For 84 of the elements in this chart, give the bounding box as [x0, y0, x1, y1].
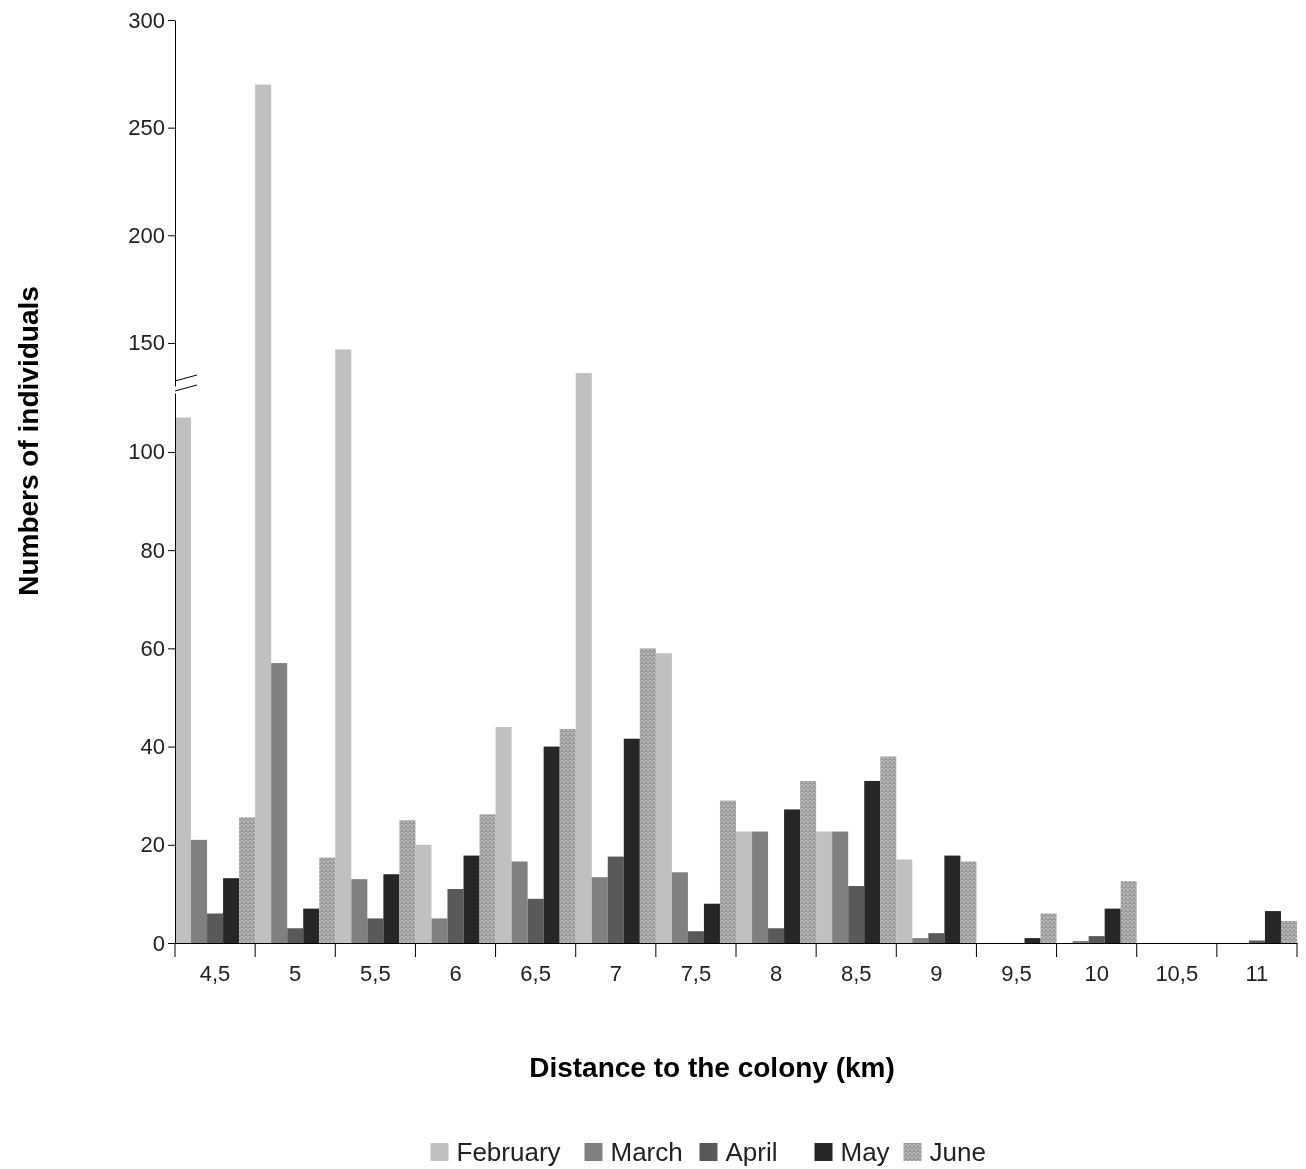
bar [816, 831, 833, 943]
bar [367, 918, 384, 943]
bar [1264, 911, 1281, 943]
legend-label: March [610, 1137, 683, 1167]
x-tick-label: 4,5 [199, 961, 231, 987]
bar [864, 780, 881, 943]
bar [1088, 936, 1105, 943]
x-tick-label: 8 [769, 961, 783, 987]
x-tick-label: 10 [1084, 961, 1109, 987]
legend-label: June [929, 1137, 986, 1167]
y-tick-label: 0 [152, 930, 165, 956]
bar [223, 878, 240, 943]
bar [383, 874, 400, 943]
y-tick-label: 200 [128, 222, 165, 248]
legend-label: May [840, 1137, 890, 1167]
bar [271, 663, 288, 943]
bar [607, 856, 624, 943]
bar [207, 913, 224, 943]
bar [752, 831, 769, 943]
bar [463, 855, 480, 943]
y-tick-label: 80 [140, 537, 165, 563]
bar [671, 872, 688, 943]
x-tick-label: 6,5 [520, 961, 551, 987]
y-axis-title: Numbers of individuals [13, 286, 44, 596]
x-tick-label: 5 [289, 961, 302, 987]
x-axis-title: Distance to the colony (km) [529, 1052, 895, 1083]
y-tick-label: 60 [140, 635, 165, 661]
bar [623, 738, 640, 943]
bar [1104, 908, 1121, 943]
bar [832, 831, 849, 943]
x-tick-label: 11 [1245, 961, 1269, 987]
y-tick-label: 150 [128, 330, 165, 356]
x-tick-label: 9 [930, 961, 943, 987]
bar [800, 780, 817, 943]
bar [1024, 938, 1041, 943]
bar [351, 879, 368, 943]
bar [415, 844, 432, 943]
bar [703, 903, 720, 943]
bar [527, 898, 544, 943]
bar [239, 817, 256, 943]
x-tick-label: 5,5 [360, 961, 391, 987]
bar [848, 886, 865, 943]
bar [399, 820, 416, 943]
x-tick-label: 7 [609, 961, 622, 987]
bar [928, 933, 945, 943]
y-tick-label: 40 [140, 734, 165, 760]
bar [880, 756, 897, 943]
bar [543, 746, 560, 943]
bar [511, 861, 528, 943]
bar [319, 857, 336, 943]
bar [175, 417, 192, 943]
bar [431, 918, 448, 943]
legend-label: February [456, 1137, 561, 1167]
bar [784, 809, 801, 943]
x-tick-label: 8,5 [840, 961, 872, 987]
bar [447, 888, 464, 943]
bar [479, 814, 496, 943]
bar [1040, 913, 1057, 943]
bar [719, 800, 736, 943]
bar [768, 928, 785, 943]
bar [912, 938, 929, 943]
x-tick-label: 6 [449, 961, 462, 987]
bar [1280, 920, 1297, 943]
legend-label: April [725, 1137, 778, 1167]
bar [944, 855, 961, 943]
bar [495, 726, 512, 943]
x-tick-label: 7,5 [680, 961, 712, 987]
bar [287, 928, 304, 943]
bar [639, 648, 656, 943]
y-tick-label: 250 [128, 115, 165, 141]
bar [687, 931, 704, 943]
bar [591, 877, 608, 943]
x-tick-label: 9,5 [1001, 961, 1032, 987]
bar [960, 861, 977, 943]
y-tick-label: 20 [140, 832, 165, 858]
bar [191, 839, 208, 943]
bar [303, 908, 320, 943]
bar [736, 831, 753, 943]
y-tick-label: 100 [128, 439, 165, 465]
bar [1120, 881, 1137, 943]
y-tick-label: 300 [128, 7, 165, 33]
bar [896, 859, 913, 943]
bar [655, 653, 672, 943]
x-tick-label: 10,5 [1155, 961, 1199, 987]
